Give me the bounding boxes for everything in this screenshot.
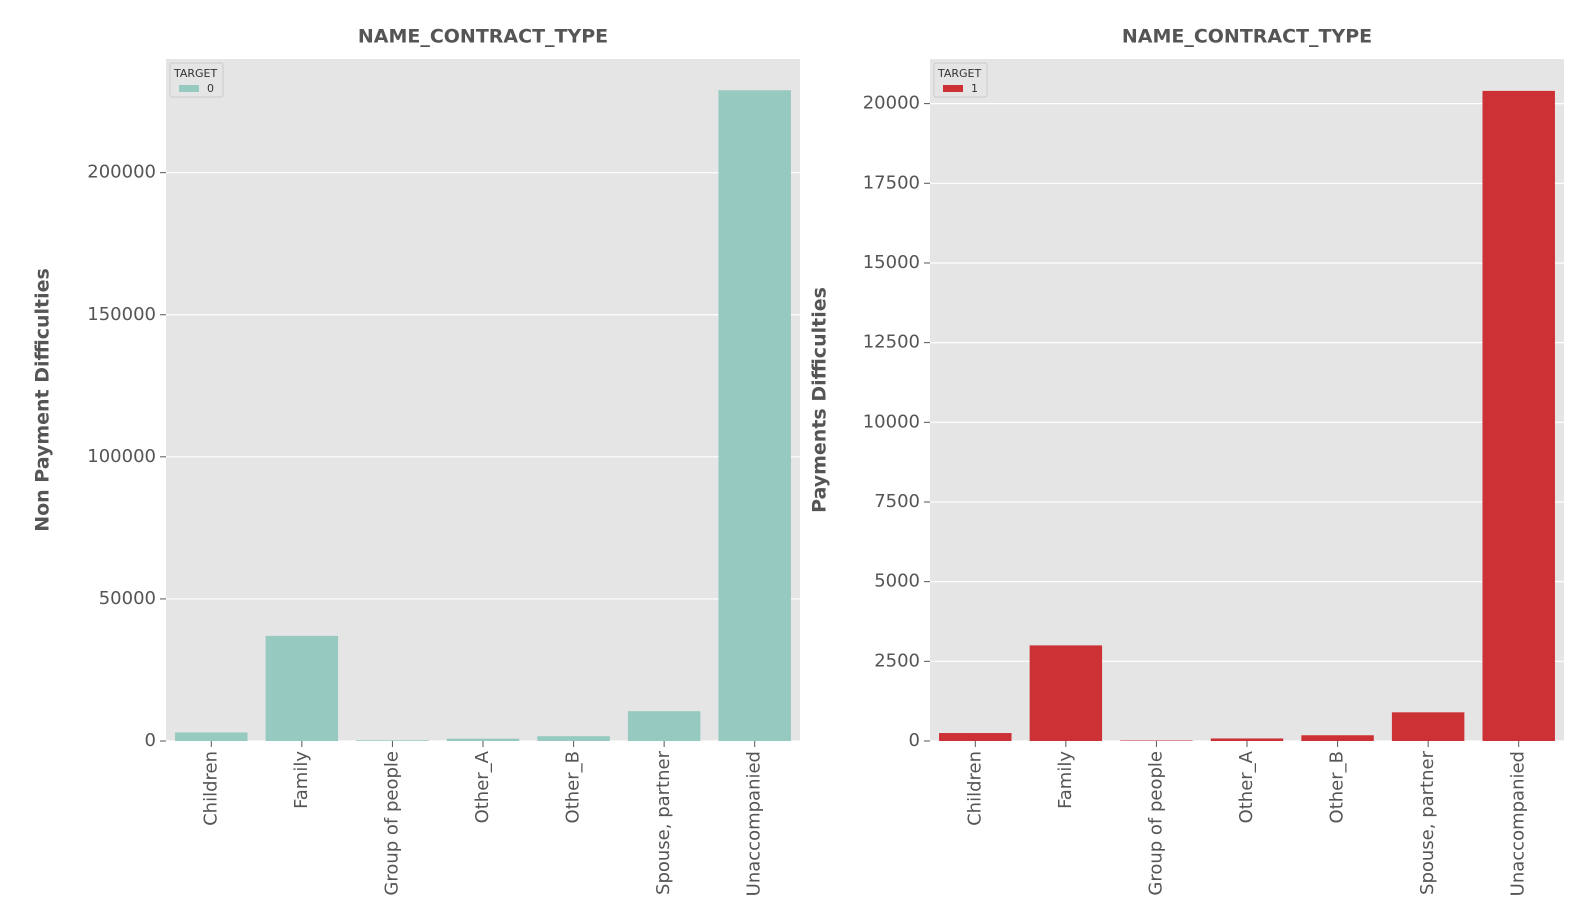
x-tick-label: Group of people — [381, 751, 402, 896]
chart-panel-2: NAME_CONTRACT_TYPE Payments Difficulties 0… — [809, 26, 1564, 896]
plot-background — [930, 59, 1564, 741]
x-tick-label: Other_A — [1236, 750, 1257, 823]
x-tick-label: Other_B — [1327, 751, 1348, 823]
bar-other-a — [446, 738, 520, 741]
x-tick-label: Spouse, partner — [653, 750, 674, 895]
x-tick-label: Other_B — [563, 751, 584, 823]
bar-other-a — [1210, 738, 1284, 741]
bar-family — [1029, 645, 1103, 741]
legend-swatch — [943, 85, 963, 92]
y-tick-label: 150000 — [87, 304, 156, 325]
chart-panel-1: NAME_CONTRACT_TYPE Non Payment Difficulti… — [32, 26, 800, 896]
x-tick-label: Other_A — [472, 750, 493, 823]
bar-other-b — [1301, 735, 1374, 741]
bar-group-of-people — [356, 740, 429, 741]
x-tick-label: Family — [1055, 751, 1076, 809]
bar-family — [265, 635, 339, 741]
y-tick-label: 0 — [145, 730, 156, 751]
y-tick-label: 10000 — [863, 411, 920, 432]
x-tick-label: Unaccompanied — [1508, 751, 1529, 896]
y-axis-label: Payments Difficulties — [809, 287, 831, 513]
legend-label: 1 — [971, 82, 978, 95]
y-tick-label: 0 — [909, 730, 920, 751]
x-tick-label: Group of people — [1145, 751, 1166, 896]
y-axis-label: Non Payment Difficulties — [32, 268, 54, 532]
legend-title: TARGET — [173, 67, 218, 80]
x-tick-label: Family — [291, 751, 312, 809]
y-tick-label: 7500 — [874, 491, 920, 512]
y-tick-label: 15000 — [863, 252, 920, 273]
chart-title: NAME_CONTRACT_TYPE — [1122, 26, 1372, 48]
bar-spouse-partner — [1391, 712, 1465, 741]
y-tick-label: 200000 — [87, 162, 156, 183]
x-tick-label: Children — [200, 751, 221, 826]
x-tick-label: Spouse, partner — [1417, 750, 1438, 895]
y-tick-label: 5000 — [874, 571, 920, 592]
bar-spouse-partner — [627, 711, 701, 741]
y-tick-label: 20000 — [863, 93, 920, 114]
y-tick-label: 2500 — [874, 650, 920, 671]
legend-label: 0 — [207, 82, 214, 95]
y-tick-label: 50000 — [99, 588, 156, 609]
bar-other-b — [537, 736, 610, 741]
bar-children — [939, 733, 1012, 741]
y-tick-label: 12500 — [863, 332, 920, 353]
bar-unaccompanied — [718, 90, 791, 742]
legend-swatch — [179, 85, 199, 92]
bar-children — [175, 732, 248, 741]
y-tick-label: 17500 — [863, 172, 920, 193]
legend-title: TARGET — [937, 67, 982, 80]
plot-background — [166, 59, 800, 741]
chart-title: NAME_CONTRACT_TYPE — [358, 26, 608, 48]
y-tick-label: 100000 — [87, 446, 156, 467]
bar-unaccompanied — [1482, 90, 1555, 742]
x-tick-label: Unaccompanied — [744, 751, 765, 896]
x-tick-label: Children — [964, 751, 985, 826]
